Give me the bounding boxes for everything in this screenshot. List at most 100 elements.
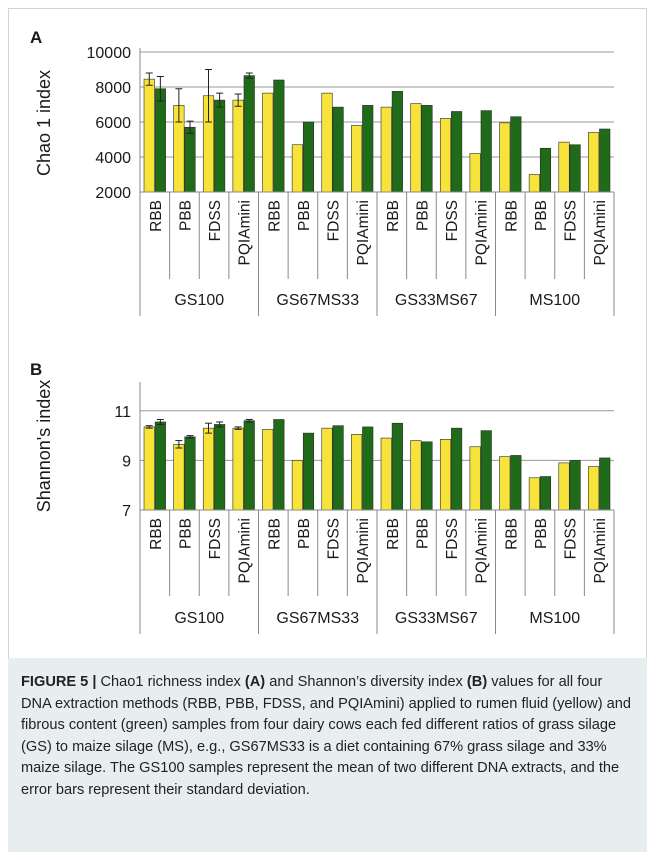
bar — [421, 441, 433, 511]
x-tick-label: PQIAmini — [474, 200, 491, 265]
bar — [291, 144, 303, 193]
bar — [439, 439, 452, 511]
x-tick-label: PQIAmini — [474, 518, 491, 583]
y-tick-label: 10000 — [87, 45, 132, 62]
bar — [410, 440, 422, 511]
y-axis-label: Chao 1 index — [34, 70, 54, 176]
figure-caption: FIGURE 5 | Chao1 richness index (A) and … — [8, 658, 647, 852]
x-tick-label: PBB — [533, 518, 550, 549]
bar — [391, 91, 403, 193]
x-tick-label: PQIAmini — [592, 518, 609, 583]
bar — [380, 437, 392, 511]
x-tick-label: PBB — [296, 518, 313, 549]
bar — [469, 446, 481, 511]
bar — [421, 105, 433, 193]
bar — [232, 427, 244, 511]
x-tick-label: RBB — [503, 518, 520, 550]
x-tick-label: PBB — [414, 518, 431, 549]
bar — [232, 99, 244, 193]
caption-panel-a: (A) — [244, 674, 266, 690]
bar — [273, 79, 285, 193]
x-tick-label: PQIAmini — [355, 200, 372, 265]
panel-label: B — [30, 360, 42, 379]
y-tick-label: 4000 — [95, 150, 131, 167]
x-tick-label: FDSS — [563, 200, 580, 241]
bar — [499, 122, 511, 193]
bar — [291, 460, 303, 511]
bar — [380, 106, 392, 193]
x-tick-label: PQIAmini — [355, 518, 372, 583]
bar — [214, 99, 226, 193]
bar — [321, 427, 333, 511]
group-label: GS33MS67 — [395, 292, 478, 309]
bar — [558, 462, 570, 511]
caption-panel-b: (B) — [466, 674, 488, 690]
x-tick-label: PBB — [177, 200, 194, 231]
x-tick-label: FDSS — [326, 518, 343, 559]
bar — [273, 419, 285, 511]
caption-text-3: values for all four DNA extraction metho… — [21, 674, 631, 798]
y-axis-label: Shannon's index — [34, 380, 54, 513]
bar — [391, 422, 403, 511]
bar — [599, 128, 611, 193]
bar — [184, 436, 196, 511]
group-label: GS100 — [174, 292, 224, 309]
y-tick-label: 2000 — [95, 185, 131, 202]
x-tick-label: RBB — [148, 518, 165, 550]
chart-panel-a: A Chao 1 index 2000 4000 6000 8000 10000 RBB PBB… — [30, 28, 615, 316]
bar — [539, 476, 552, 511]
bar — [528, 174, 540, 193]
bar — [154, 421, 166, 511]
y-tick-label: 8000 — [95, 80, 131, 97]
bar — [599, 457, 611, 511]
bar — [569, 144, 581, 193]
bar — [302, 432, 315, 511]
bar — [451, 427, 463, 511]
panel-label: A — [30, 28, 42, 47]
caption-text-1: Chao1 richness index — [96, 674, 245, 690]
x-tick-label: PQIAmini — [237, 200, 254, 265]
bar — [143, 78, 155, 193]
bar — [362, 426, 374, 511]
group-label: GS67MS33 — [276, 292, 359, 309]
bar — [539, 147, 552, 193]
bar — [510, 116, 522, 193]
y-tick-label: 9 — [122, 453, 131, 470]
group-label: GS67MS33 — [276, 610, 359, 627]
bar — [480, 110, 492, 193]
x-tick-label: RBB — [503, 200, 520, 232]
bar — [214, 424, 226, 511]
x-tick-label: RBB — [385, 518, 402, 550]
bar — [351, 125, 363, 193]
y-tick-label: 11 — [114, 404, 131, 421]
bar — [480, 430, 492, 511]
bar — [558, 141, 570, 193]
bar — [510, 455, 522, 511]
bar — [451, 111, 463, 193]
bar — [262, 92, 274, 193]
x-tick-label: FDSS — [444, 518, 461, 559]
group-label: MS100 — [529, 292, 580, 309]
x-tick-label: FDSS — [326, 200, 343, 241]
x-tick-label: FDSS — [444, 200, 461, 241]
group-label: GS33MS67 — [395, 610, 478, 627]
x-tick-label: FDSS — [563, 518, 580, 559]
bar — [243, 420, 255, 511]
x-tick-label: FDSS — [207, 518, 224, 559]
x-tick-label: PBB — [296, 200, 313, 231]
x-tick-label: FDSS — [207, 200, 224, 241]
chart-canvas: A Chao 1 index 2000 4000 6000 8000 10000 RBB PBB… — [30, 28, 615, 634]
y-tick-label: 6000 — [95, 115, 131, 132]
bar — [154, 88, 166, 193]
x-tick-label: PQIAmini — [237, 518, 254, 583]
x-tick-label: RBB — [266, 518, 283, 550]
bar — [528, 477, 540, 511]
bar — [351, 434, 363, 511]
x-tick-label: PBB — [414, 200, 431, 231]
caption-label: FIGURE 5 | — [21, 674, 97, 690]
bar — [302, 121, 315, 193]
y-tick-label: 7 — [122, 503, 131, 520]
x-tick-label: PBB — [177, 518, 194, 549]
bar — [410, 103, 422, 193]
group-label: GS100 — [174, 610, 224, 627]
